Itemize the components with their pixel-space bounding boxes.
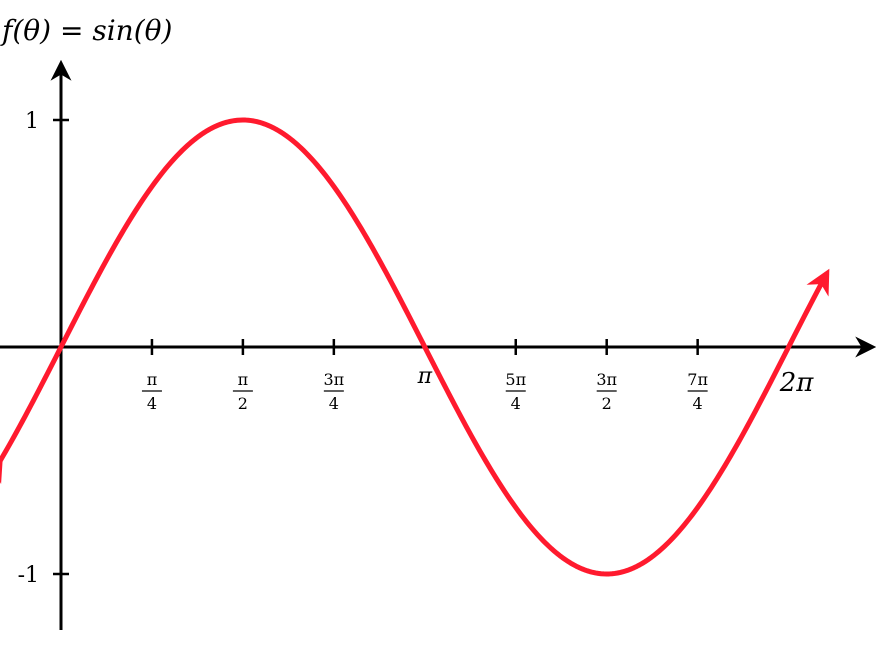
x-tick-label-denominator: 4 xyxy=(329,394,339,413)
y-tick-label: 1 xyxy=(25,109,39,134)
x-tick-label: π xyxy=(417,364,433,389)
chart-title: f(θ) = sin(θ) xyxy=(2,14,173,47)
x-tick-label-denominator: 4 xyxy=(693,394,703,413)
sine-curve xyxy=(0,117,830,577)
x-tick-label-denominator: 2 xyxy=(238,394,248,413)
x-tick-label-numerator: 5π xyxy=(505,370,526,389)
x-tick-label-denominator: 2 xyxy=(602,394,612,413)
x-tick-label-numerator: 7π xyxy=(687,370,708,389)
x-tick-label-numerator: 3π xyxy=(596,370,617,389)
x-tick-label-numerator: π xyxy=(238,370,249,389)
x-tick-label-denominator: 4 xyxy=(511,394,521,413)
y-tick-label: -1 xyxy=(18,563,39,588)
x-tick-label-numerator: 3π xyxy=(323,370,344,389)
x-tick-label-numerator: π xyxy=(147,370,158,389)
x-tick-label: 2π xyxy=(779,368,815,398)
x-tick-label-denominator: 4 xyxy=(147,394,157,413)
